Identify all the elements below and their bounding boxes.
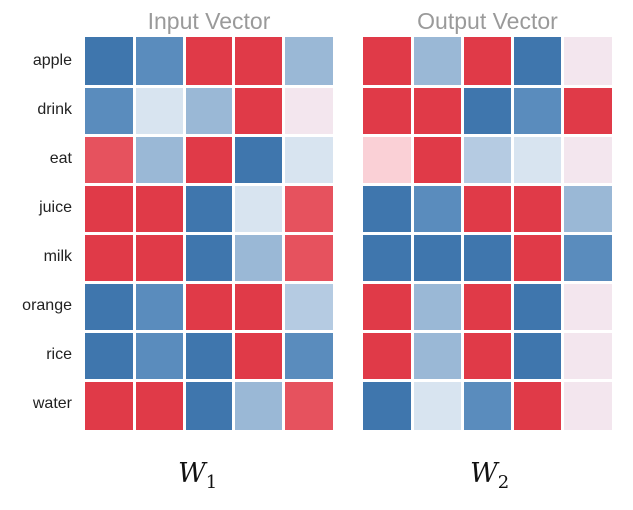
input-cell-eat-3 xyxy=(185,136,233,183)
input-cell-drink-4 xyxy=(235,87,282,134)
output-cell-eat-4 xyxy=(513,136,561,183)
input-cell-rice-3 xyxy=(185,333,233,380)
output-cell-orange-1 xyxy=(363,284,412,331)
matrix-label-w2-letter: W xyxy=(470,458,498,489)
input-cell-milk-5 xyxy=(284,234,333,281)
output-cell-drink-2 xyxy=(414,87,462,134)
input-vector-title: Input Vector xyxy=(147,8,271,34)
output-cell-milk-2 xyxy=(414,234,462,281)
input-cell-orange-5 xyxy=(284,284,333,331)
input-cell-apple-3 xyxy=(185,37,233,85)
input-cell-water-3 xyxy=(185,382,233,430)
row-label-rice: rice xyxy=(46,346,72,364)
row-label-milk: milk xyxy=(43,247,72,265)
output-cell-milk-1 xyxy=(363,234,412,281)
input-cell-water-1 xyxy=(85,382,134,430)
output-cell-eat-1 xyxy=(363,136,412,183)
output-cell-milk-3 xyxy=(464,234,511,281)
input-vector-heatmap xyxy=(85,37,333,430)
input-cell-juice-4 xyxy=(235,185,282,232)
input-cell-juice-5 xyxy=(284,185,333,232)
input-cell-eat-1 xyxy=(85,136,134,183)
output-cell-juice-3 xyxy=(464,185,511,232)
input-cell-drink-3 xyxy=(185,87,233,134)
matrix-label-w1: W1 xyxy=(178,458,217,493)
row-label-water: water xyxy=(32,395,72,413)
row-label-juice: juice xyxy=(39,198,72,216)
input-cell-rice-5 xyxy=(284,333,333,380)
output-cell-rice-1 xyxy=(363,333,412,380)
input-cell-orange-4 xyxy=(235,284,282,331)
output-cell-eat-3 xyxy=(464,136,511,183)
row-label-drink: drink xyxy=(37,100,72,118)
output-cell-rice-2 xyxy=(414,333,462,380)
output-cell-milk-5 xyxy=(563,234,612,281)
output-cell-rice-4 xyxy=(513,333,561,380)
output-cell-apple-4 xyxy=(513,37,561,85)
input-cell-drink-1 xyxy=(85,87,134,134)
output-cell-apple-5 xyxy=(563,37,612,85)
matrix-label-w2: W2 xyxy=(470,458,509,493)
input-cell-apple-1 xyxy=(85,37,134,85)
output-cell-juice-4 xyxy=(513,185,561,232)
input-cell-water-4 xyxy=(235,382,282,430)
output-cell-drink-5 xyxy=(563,87,612,134)
output-cell-juice-5 xyxy=(563,185,612,232)
input-cell-eat-2 xyxy=(136,136,183,183)
output-cell-orange-3 xyxy=(464,284,511,331)
input-cell-eat-5 xyxy=(284,136,333,183)
output-cell-orange-2 xyxy=(414,284,462,331)
input-cell-rice-4 xyxy=(235,333,282,380)
matrix-label-w2-subscript: 2 xyxy=(497,472,510,493)
input-cell-orange-2 xyxy=(136,284,183,331)
output-cell-water-4 xyxy=(513,382,561,430)
row-label-apple: apple xyxy=(32,51,72,69)
output-cell-drink-3 xyxy=(464,87,511,134)
input-cell-orange-3 xyxy=(185,284,233,331)
output-cell-eat-5 xyxy=(563,136,612,183)
output-cell-rice-5 xyxy=(563,333,612,380)
output-cell-juice-1 xyxy=(363,185,412,232)
output-cell-milk-4 xyxy=(513,234,561,281)
input-cell-water-2 xyxy=(136,382,183,430)
input-cell-apple-5 xyxy=(284,37,333,85)
input-cell-water-5 xyxy=(284,382,333,430)
input-cell-drink-5 xyxy=(284,87,333,134)
output-cell-water-3 xyxy=(464,382,511,430)
output-cell-water-2 xyxy=(414,382,462,430)
input-cell-milk-3 xyxy=(185,234,233,281)
output-cell-apple-3 xyxy=(464,37,511,85)
output-cell-water-5 xyxy=(563,382,612,430)
input-cell-eat-4 xyxy=(235,136,282,183)
input-cell-milk-4 xyxy=(235,234,282,281)
input-cell-rice-1 xyxy=(85,333,134,380)
input-cell-apple-4 xyxy=(235,37,282,85)
output-vector-heatmap xyxy=(363,37,612,430)
output-cell-water-1 xyxy=(363,382,412,430)
output-cell-orange-5 xyxy=(563,284,612,331)
output-cell-eat-2 xyxy=(414,136,462,183)
input-cell-milk-2 xyxy=(136,234,183,281)
output-cell-juice-2 xyxy=(414,185,462,232)
input-cell-drink-2 xyxy=(136,87,183,134)
input-cell-juice-1 xyxy=(85,185,134,232)
output-cell-drink-1 xyxy=(363,87,412,134)
input-cell-milk-1 xyxy=(85,234,134,281)
input-cell-apple-2 xyxy=(136,37,183,85)
input-cell-juice-2 xyxy=(136,185,183,232)
output-cell-rice-3 xyxy=(464,333,511,380)
input-cell-rice-2 xyxy=(136,333,183,380)
input-cell-orange-1 xyxy=(85,284,134,331)
output-vector-title: Output Vector xyxy=(417,8,558,34)
matrix-label-w1-letter: W xyxy=(178,458,206,489)
row-label-eat: eat xyxy=(49,149,72,167)
row-label-orange: orange xyxy=(22,297,72,315)
output-cell-drink-4 xyxy=(513,87,561,134)
output-cell-apple-2 xyxy=(414,37,462,85)
matrix-label-w1-subscript: 1 xyxy=(205,472,218,493)
output-cell-apple-1 xyxy=(363,37,412,85)
input-cell-juice-3 xyxy=(185,185,233,232)
output-cell-orange-4 xyxy=(513,284,561,331)
